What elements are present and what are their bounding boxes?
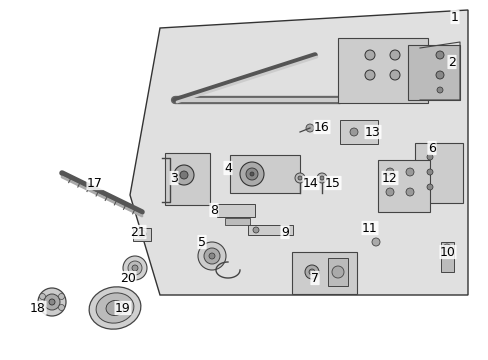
- Circle shape: [44, 294, 60, 310]
- Circle shape: [349, 128, 357, 136]
- Circle shape: [38, 288, 66, 316]
- FancyBboxPatch shape: [224, 218, 249, 225]
- Text: 9: 9: [281, 225, 288, 239]
- FancyBboxPatch shape: [414, 143, 462, 203]
- Text: 1: 1: [450, 10, 458, 23]
- Circle shape: [442, 244, 450, 252]
- Circle shape: [297, 176, 302, 180]
- Circle shape: [123, 256, 147, 280]
- Circle shape: [208, 253, 215, 259]
- Text: 5: 5: [198, 235, 205, 248]
- Circle shape: [308, 269, 314, 275]
- Text: 16: 16: [313, 121, 329, 134]
- Text: 18: 18: [30, 302, 46, 315]
- FancyBboxPatch shape: [229, 155, 299, 193]
- Circle shape: [364, 50, 374, 60]
- Circle shape: [40, 305, 45, 310]
- Circle shape: [385, 168, 393, 176]
- Circle shape: [319, 176, 324, 180]
- Ellipse shape: [89, 287, 141, 329]
- Circle shape: [331, 266, 343, 278]
- Circle shape: [389, 50, 399, 60]
- FancyBboxPatch shape: [164, 153, 209, 205]
- Text: 3: 3: [170, 171, 178, 185]
- Circle shape: [385, 188, 393, 196]
- Text: 12: 12: [381, 171, 397, 185]
- Ellipse shape: [96, 293, 134, 323]
- Circle shape: [294, 173, 305, 183]
- Text: 21: 21: [130, 225, 145, 239]
- Polygon shape: [130, 10, 467, 295]
- Text: 8: 8: [209, 203, 218, 216]
- Text: 14: 14: [303, 176, 318, 189]
- Circle shape: [389, 70, 399, 80]
- Text: 15: 15: [325, 176, 340, 189]
- FancyBboxPatch shape: [133, 228, 151, 241]
- Circle shape: [426, 154, 432, 160]
- Circle shape: [40, 293, 45, 300]
- Text: 4: 4: [224, 162, 231, 175]
- Circle shape: [252, 227, 259, 233]
- Circle shape: [138, 230, 146, 238]
- FancyBboxPatch shape: [337, 38, 427, 103]
- Circle shape: [128, 261, 142, 275]
- Circle shape: [426, 169, 432, 175]
- Circle shape: [405, 188, 413, 196]
- Text: 17: 17: [87, 176, 103, 189]
- Circle shape: [249, 172, 253, 176]
- Circle shape: [435, 51, 443, 59]
- Circle shape: [436, 87, 442, 93]
- Circle shape: [305, 124, 313, 132]
- Text: 7: 7: [310, 271, 318, 284]
- Circle shape: [435, 71, 443, 79]
- FancyBboxPatch shape: [247, 225, 292, 235]
- FancyBboxPatch shape: [291, 252, 356, 294]
- Circle shape: [174, 165, 194, 185]
- Circle shape: [305, 265, 318, 279]
- Circle shape: [405, 168, 413, 176]
- FancyBboxPatch shape: [339, 120, 377, 144]
- FancyBboxPatch shape: [327, 258, 347, 286]
- FancyBboxPatch shape: [407, 45, 459, 100]
- Text: 13: 13: [365, 126, 380, 139]
- Circle shape: [371, 238, 379, 246]
- Circle shape: [240, 162, 264, 186]
- Circle shape: [49, 299, 55, 305]
- Circle shape: [316, 173, 326, 183]
- Text: 10: 10: [439, 246, 455, 258]
- Circle shape: [245, 168, 258, 180]
- Text: 19: 19: [115, 302, 131, 315]
- Circle shape: [59, 305, 64, 310]
- Text: 6: 6: [427, 141, 435, 154]
- FancyBboxPatch shape: [440, 242, 453, 272]
- Circle shape: [203, 248, 220, 264]
- Ellipse shape: [106, 301, 123, 316]
- Text: 2: 2: [447, 55, 455, 68]
- Circle shape: [132, 265, 138, 271]
- Circle shape: [59, 293, 64, 300]
- Circle shape: [198, 242, 225, 270]
- Circle shape: [426, 184, 432, 190]
- Circle shape: [180, 171, 187, 179]
- Circle shape: [364, 70, 374, 80]
- Text: 11: 11: [362, 221, 377, 234]
- Text: 20: 20: [120, 271, 136, 284]
- FancyBboxPatch shape: [217, 204, 254, 217]
- FancyBboxPatch shape: [377, 160, 429, 212]
